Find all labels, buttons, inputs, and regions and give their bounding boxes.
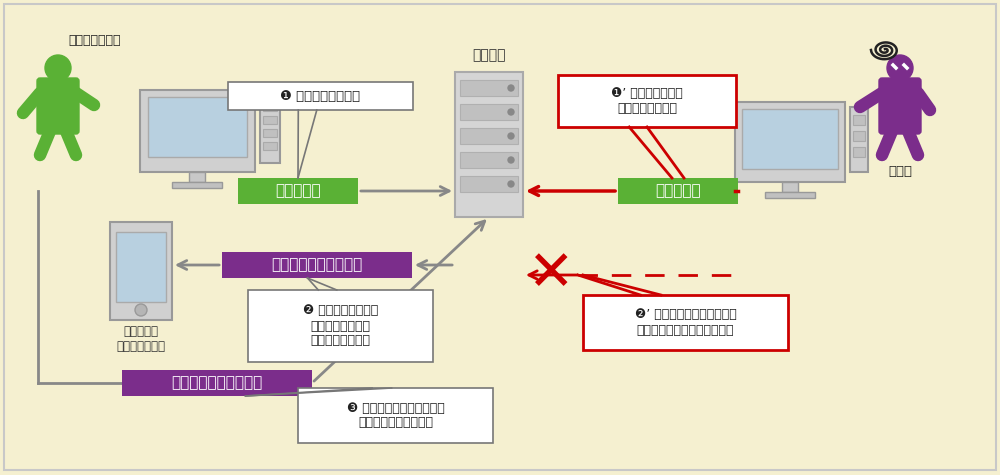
- FancyBboxPatch shape: [263, 129, 277, 137]
- Circle shape: [45, 55, 71, 81]
- FancyBboxPatch shape: [172, 182, 222, 188]
- Circle shape: [135, 304, 147, 316]
- FancyBboxPatch shape: [298, 388, 493, 443]
- Circle shape: [508, 109, 514, 115]
- FancyBboxPatch shape: [263, 142, 277, 150]
- Text: ❶ パスワードを入力: ❶ パスワードを入力: [280, 89, 361, 103]
- FancyBboxPatch shape: [853, 147, 865, 157]
- Text: パスワード: パスワード: [275, 183, 321, 199]
- Text: ワンタイムパスワード: ワンタイムパスワード: [271, 257, 363, 273]
- FancyBboxPatch shape: [735, 102, 845, 182]
- FancyBboxPatch shape: [460, 80, 518, 96]
- FancyBboxPatch shape: [248, 290, 433, 362]
- FancyBboxPatch shape: [460, 176, 518, 192]
- Text: ワンタイムパスワード: ワンタイムパスワード: [171, 376, 263, 390]
- FancyBboxPatch shape: [850, 107, 868, 172]
- FancyBboxPatch shape: [879, 78, 921, 134]
- FancyBboxPatch shape: [742, 109, 838, 169]
- FancyBboxPatch shape: [583, 295, 788, 350]
- Text: ❷ 登録した電話番号
などにワンタイム
パスワードを送信: ❷ 登録した電話番号 などにワンタイム パスワードを送信: [303, 304, 378, 348]
- Text: ❸ ワンタイムパスワードを
入力してログイン成功: ❸ ワンタイムパスワードを 入力してログイン成功: [347, 401, 444, 429]
- FancyBboxPatch shape: [618, 178, 738, 204]
- Circle shape: [508, 133, 514, 139]
- FancyBboxPatch shape: [116, 232, 166, 302]
- Circle shape: [508, 157, 514, 163]
- FancyBboxPatch shape: [122, 370, 312, 396]
- FancyBboxPatch shape: [110, 222, 172, 320]
- FancyBboxPatch shape: [222, 252, 412, 278]
- Text: パスワード: パスワード: [655, 183, 701, 199]
- Text: 攻撃者: 攻撃者: [888, 165, 912, 178]
- Circle shape: [887, 55, 913, 81]
- Text: ❶’ 不正に入手した
パスワードを入力: ❶’ 不正に入手した パスワードを入力: [611, 87, 683, 115]
- Text: サービス: サービス: [472, 48, 506, 62]
- FancyBboxPatch shape: [228, 82, 413, 110]
- FancyBboxPatch shape: [782, 182, 798, 192]
- FancyBboxPatch shape: [558, 75, 736, 127]
- FancyBboxPatch shape: [765, 192, 815, 198]
- FancyBboxPatch shape: [148, 97, 247, 157]
- FancyBboxPatch shape: [260, 95, 280, 163]
- Text: ✕: ✕: [528, 248, 574, 302]
- FancyBboxPatch shape: [140, 90, 255, 172]
- FancyBboxPatch shape: [189, 172, 205, 182]
- FancyBboxPatch shape: [853, 115, 865, 125]
- Text: ❷’ ワンタイムパスワードが
分からないのでログイン失敗: ❷’ ワンタイムパスワードが 分からないのでログイン失敗: [635, 308, 736, 336]
- Circle shape: [508, 85, 514, 91]
- FancyBboxPatch shape: [853, 131, 865, 141]
- FancyBboxPatch shape: [263, 103, 277, 111]
- FancyBboxPatch shape: [37, 78, 79, 134]
- Text: ユーザーの
スマートフォン: ユーザーの スマートフォン: [116, 325, 166, 353]
- FancyBboxPatch shape: [263, 116, 277, 124]
- FancyBboxPatch shape: [238, 178, 358, 204]
- FancyBboxPatch shape: [460, 128, 518, 144]
- FancyBboxPatch shape: [460, 104, 518, 120]
- Circle shape: [508, 181, 514, 187]
- Text: 正規のユーザー: 正規のユーザー: [68, 34, 120, 47]
- FancyBboxPatch shape: [455, 72, 523, 217]
- FancyBboxPatch shape: [460, 152, 518, 168]
